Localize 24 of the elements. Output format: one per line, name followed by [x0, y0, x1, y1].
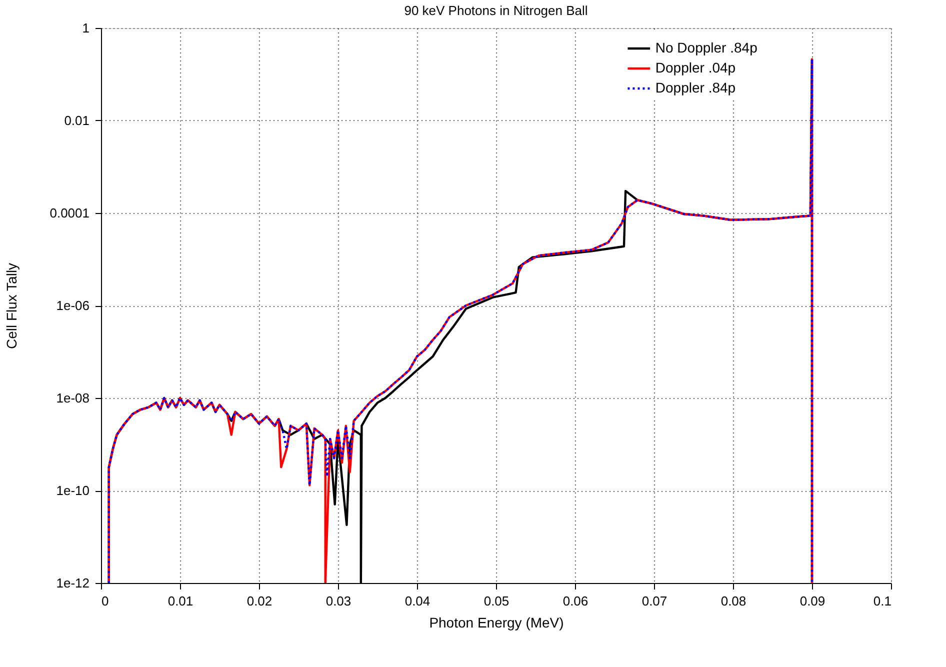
x-tick-label: 0.09: [800, 594, 826, 608]
x-tick-label: 0.01: [168, 594, 194, 608]
chart-title: 90 keV Photons in Nitrogen Ball: [404, 3, 588, 18]
legend-label: Doppler .04p: [655, 60, 736, 76]
y-tick-label: 1e-08: [56, 390, 90, 406]
y-tick-label: 1e-12: [56, 576, 90, 590]
x-tick-label: 0: [102, 594, 109, 608]
x-axis-title: Photon Energy (MeV): [429, 614, 564, 630]
y-tick-label: 1e-10: [56, 483, 90, 498]
y-tick-label: 1e-06: [56, 298, 90, 313]
x-tick-label: 0.1: [873, 594, 892, 608]
x-tick-label: 0.08: [720, 594, 746, 608]
legend-label: Doppler .84p: [655, 80, 736, 96]
x-tick-label: 0.02: [246, 594, 272, 608]
y-tick-label: 0.0001: [50, 206, 90, 220]
y-tick-label: 1: [82, 20, 90, 36]
legend-label: No Doppler .84p: [655, 40, 758, 56]
x-tick-label: 0.03: [326, 594, 352, 608]
y-tick-label: 0.01: [64, 113, 90, 128]
x-tick-label: 0.07: [642, 594, 668, 608]
x-tick-label: 0.06: [562, 594, 588, 608]
x-tick-label: 0.04: [404, 594, 430, 608]
y-axis-title: Cell Flux Tally: [4, 262, 20, 350]
x-tick-label: 0.05: [484, 594, 510, 608]
